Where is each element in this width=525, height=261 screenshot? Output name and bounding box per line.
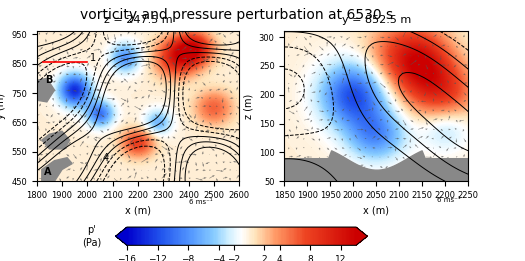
Text: 6 ms⁻¹: 6 ms⁻¹ [190,199,213,205]
Polygon shape [42,158,72,181]
Text: B: B [46,75,53,85]
Text: 1: 1 [90,53,96,63]
Text: p'
(Pa): p' (Pa) [82,226,101,247]
Y-axis label: y (m): y (m) [0,93,6,119]
Title: z = 247.5 m: z = 247.5 m [103,15,172,25]
PathPatch shape [116,227,127,245]
PathPatch shape [356,227,368,245]
X-axis label: x (m): x (m) [363,205,390,216]
Text: 4: 4 [102,153,109,163]
X-axis label: x (m): x (m) [125,205,151,216]
Polygon shape [42,131,70,149]
Text: vorticity and pressure perturbation at 6530 s: vorticity and pressure perturbation at 6… [80,8,393,22]
Text: 6 ms⁻¹: 6 ms⁻¹ [437,197,460,203]
Polygon shape [29,78,55,102]
Text: A: A [44,167,52,177]
Title: y = 852.5 m: y = 852.5 m [342,15,411,25]
Y-axis label: z (m): z (m) [243,94,253,119]
